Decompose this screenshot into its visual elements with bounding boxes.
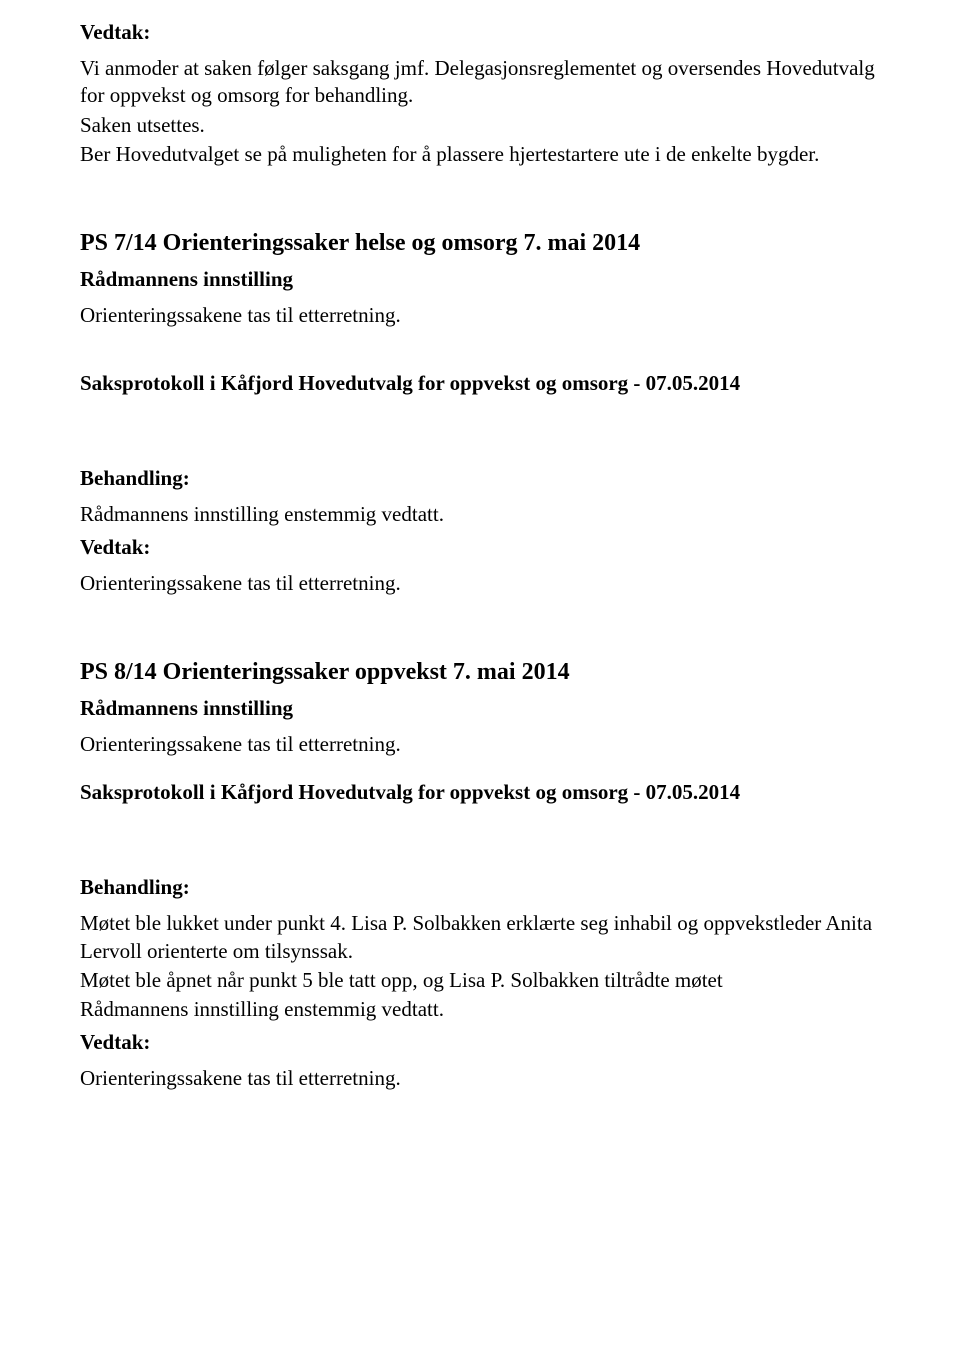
vedtak-heading-2: Vedtak:: [80, 535, 880, 560]
behandling-body-1: Rådmannens innstilling enstemmig vedtatt…: [80, 501, 880, 528]
document-content: Vedtak: Vi anmoder at saken følger saksg…: [80, 20, 880, 1092]
vedtak-body-1b: Saken utsettes.: [80, 112, 880, 139]
vedtak-heading-3: Vedtak:: [80, 1030, 880, 1055]
innstilling-body-2: Orienteringssakene tas til etterretning.: [80, 731, 880, 758]
vedtak-body-1a: Vi anmoder at saken følger saksgang jmf.…: [80, 55, 880, 110]
saksprotokoll-1: Saksprotokoll i Kåfjord Hovedutvalg for …: [80, 371, 880, 396]
innstilling-body-1: Orienteringssakene tas til etterretning.: [80, 302, 880, 329]
vedtak-heading-1: Vedtak:: [80, 20, 880, 45]
behandling-body-2b: Møtet ble åpnet når punkt 5 ble tatt opp…: [80, 967, 880, 994]
vedtak-body-3: Orienteringssakene tas til etterretning.: [80, 1065, 880, 1092]
behandling-label-1: Behandling:: [80, 466, 880, 491]
behandling-body-2a: Møtet ble lukket under punkt 4. Lisa P. …: [80, 910, 880, 965]
innstilling-label-2: Rådmannens innstilling: [80, 696, 880, 721]
vedtak-body-2: Orienteringssakene tas til etterretning.: [80, 570, 880, 597]
behandling-label-2: Behandling:: [80, 875, 880, 900]
behandling-body-2c: Rådmannens innstilling enstemmig vedtatt…: [80, 996, 880, 1023]
saksprotokoll-2: Saksprotokoll i Kåfjord Hovedutvalg for …: [80, 780, 880, 805]
ps-8-14-title: PS 8/14 Orienteringssaker oppvekst 7. ma…: [80, 659, 880, 686]
innstilling-label-1: Rådmannens innstilling: [80, 267, 880, 292]
ps-7-14-title: PS 7/14 Orienteringssaker helse og omsor…: [80, 230, 880, 257]
vedtak-body-1c: Ber Hovedutvalget se på muligheten for å…: [80, 141, 880, 168]
